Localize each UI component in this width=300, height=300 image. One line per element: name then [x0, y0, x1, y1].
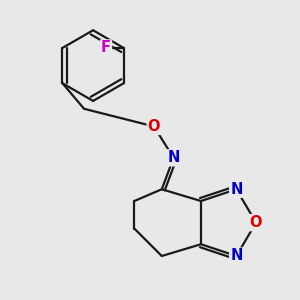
Text: F: F: [101, 40, 111, 56]
Text: N: N: [230, 182, 243, 197]
Text: O: O: [148, 119, 160, 134]
Text: N: N: [230, 248, 243, 263]
Text: N: N: [167, 150, 180, 165]
Text: O: O: [250, 215, 262, 230]
